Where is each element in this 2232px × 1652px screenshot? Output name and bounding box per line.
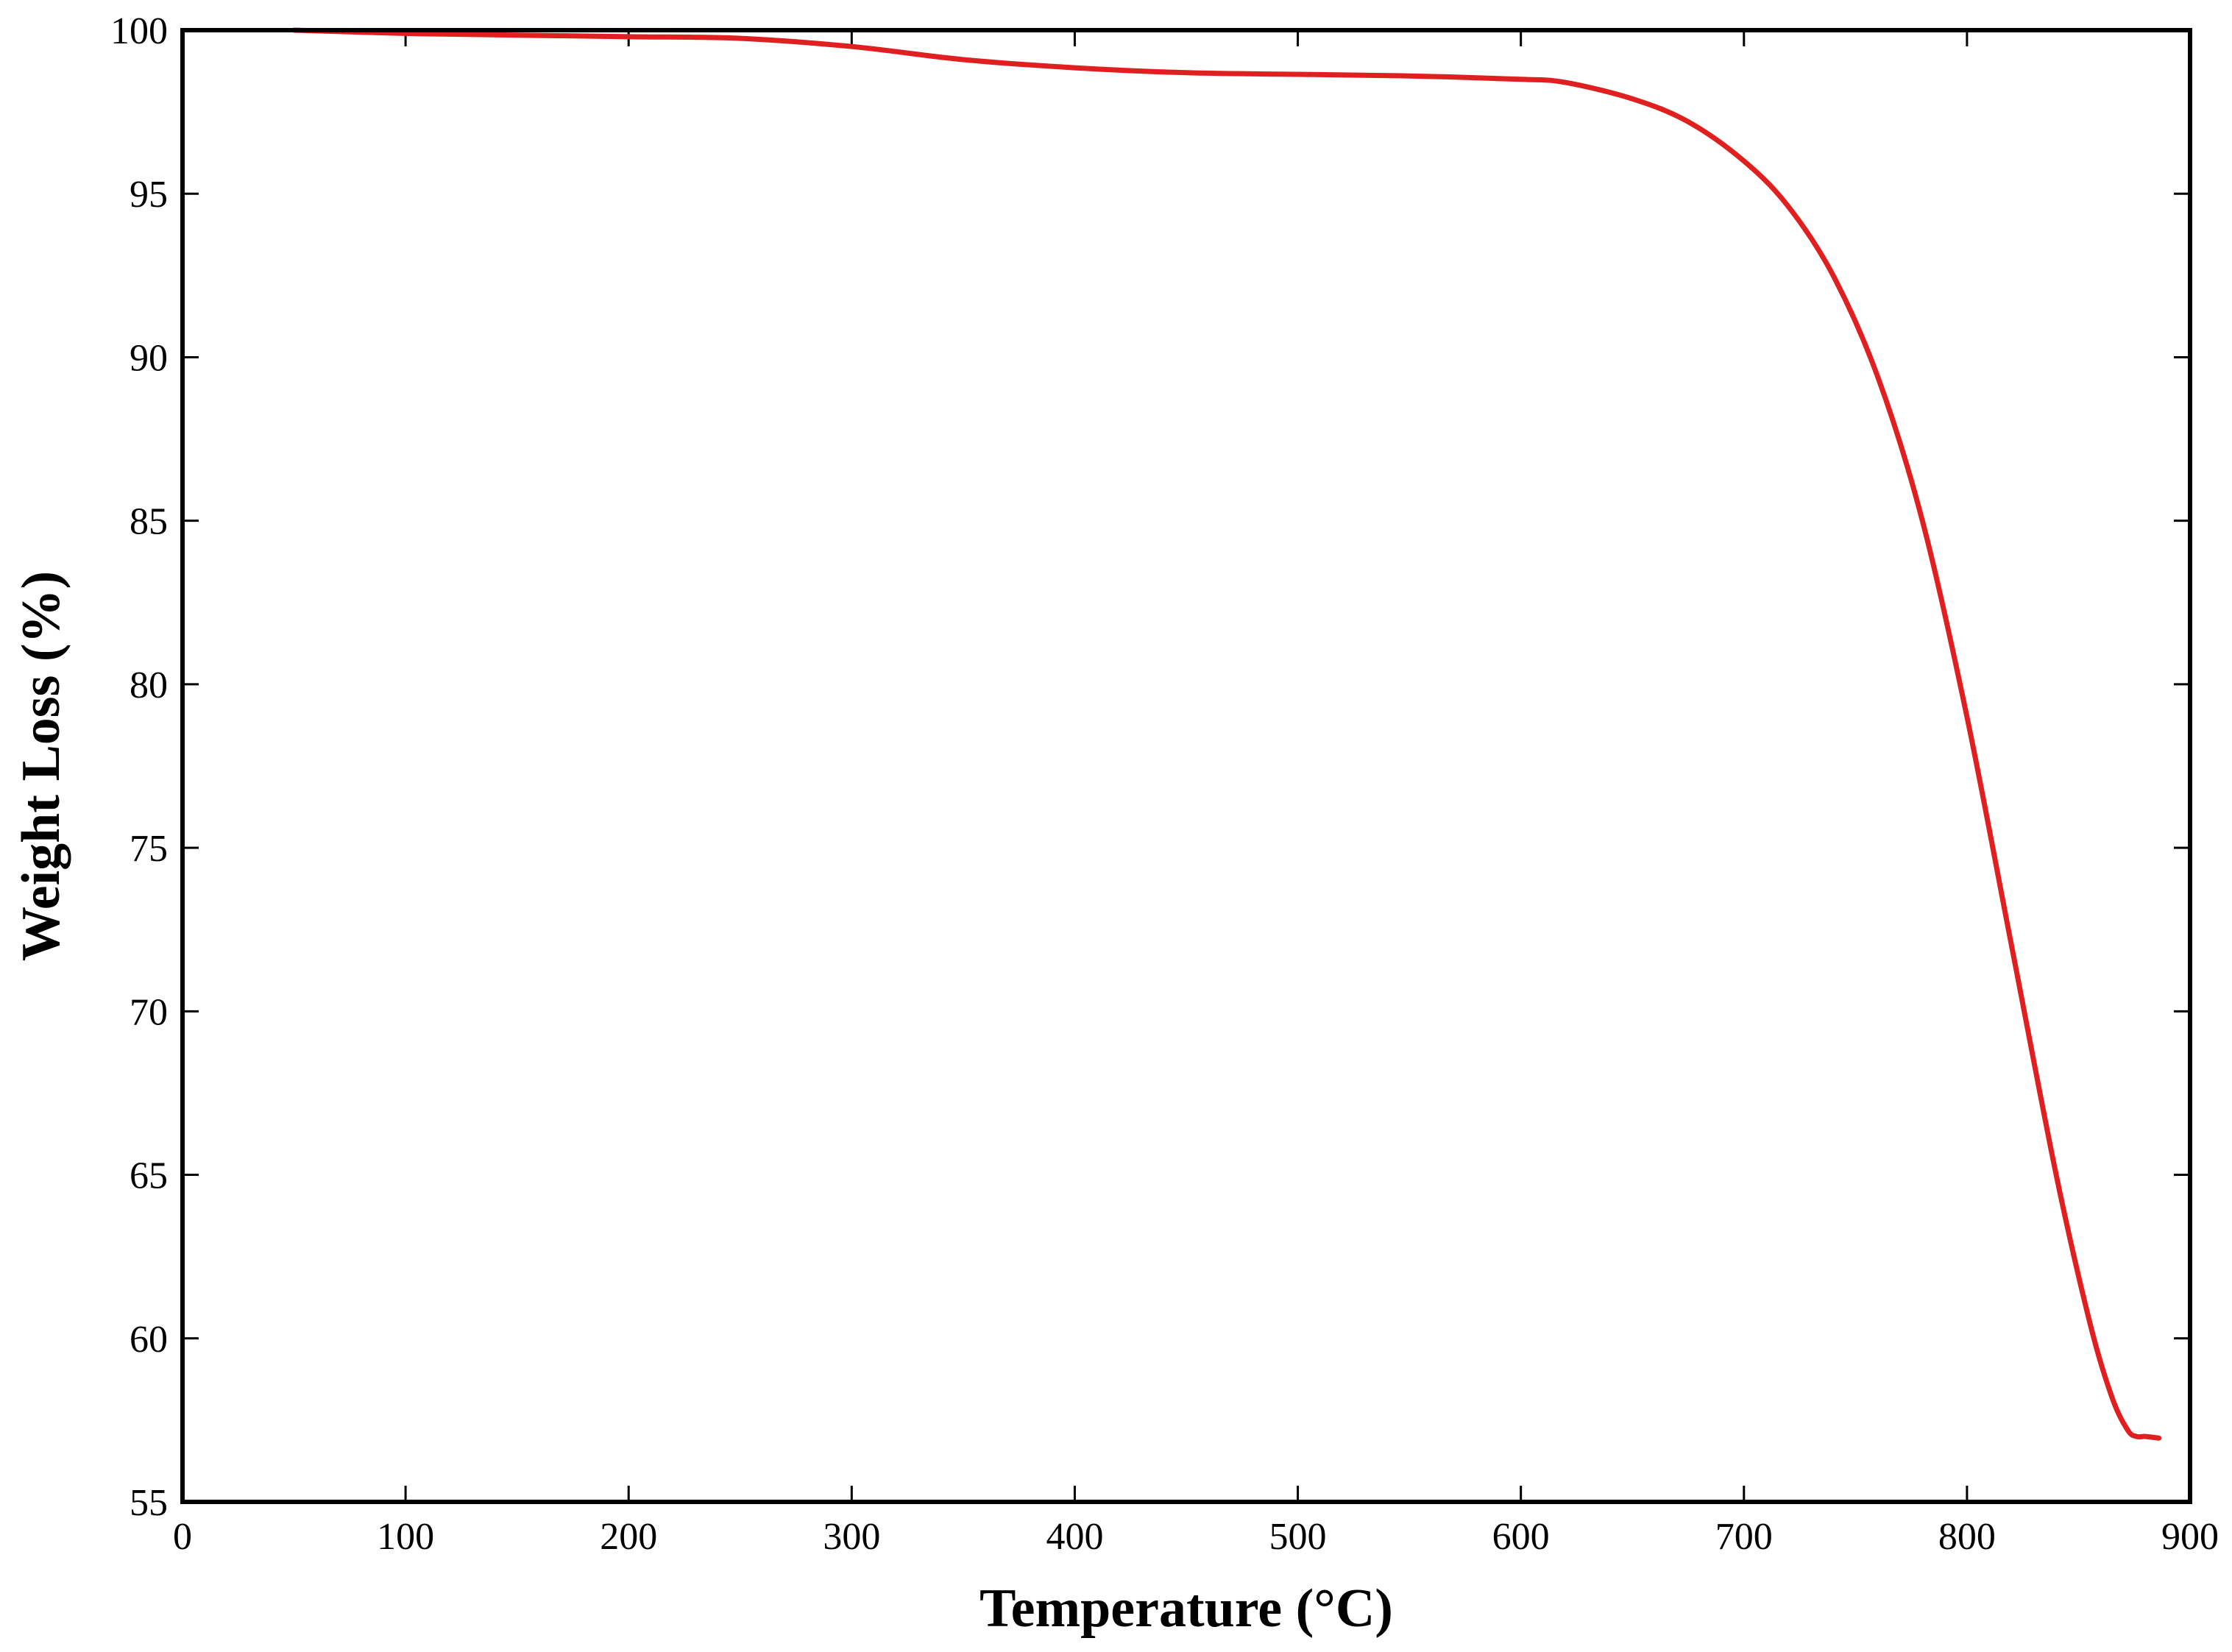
y-tick-label: 90	[130, 337, 168, 379]
y-tick-label: 95	[130, 174, 168, 216]
y-tick-label: 70	[130, 991, 168, 1033]
y-axis-title: Weight Loss (%)	[11, 571, 71, 961]
x-tick-label: 0	[173, 1516, 192, 1558]
x-tick-label: 100	[377, 1516, 434, 1558]
x-axis-title: Temperature (°C)	[979, 1578, 1393, 1639]
y-tick-label: 65	[130, 1155, 168, 1197]
x-tick-label: 500	[1269, 1516, 1327, 1558]
plot-frame	[180, 28, 2192, 1504]
x-tick-label: 400	[1046, 1516, 1103, 1558]
data-series	[291, 27, 2162, 1441]
x-tick-label: 600	[1492, 1516, 1550, 1558]
y-tick-label: 100	[110, 10, 168, 52]
x-tick-label: 700	[1715, 1516, 1773, 1558]
x-tick-label: 200	[600, 1516, 657, 1558]
y-tick-label: 85	[130, 501, 168, 543]
y-tick-label: 55	[130, 1482, 168, 1524]
x-tick-label: 900	[2161, 1516, 2219, 1558]
axis-tick-labels: 0 100 200 300 400 500 600 700 800 900 55 60 65 70 75 80…	[110, 10, 2219, 1558]
y-tick-label: 80	[130, 664, 168, 706]
x-tick-label: 800	[1938, 1516, 1996, 1558]
y-tick-label: 75	[130, 828, 168, 870]
y-tick-label: 60	[130, 1319, 168, 1361]
series-line	[291, 27, 2162, 1441]
x-tick-label: 300	[823, 1516, 880, 1558]
